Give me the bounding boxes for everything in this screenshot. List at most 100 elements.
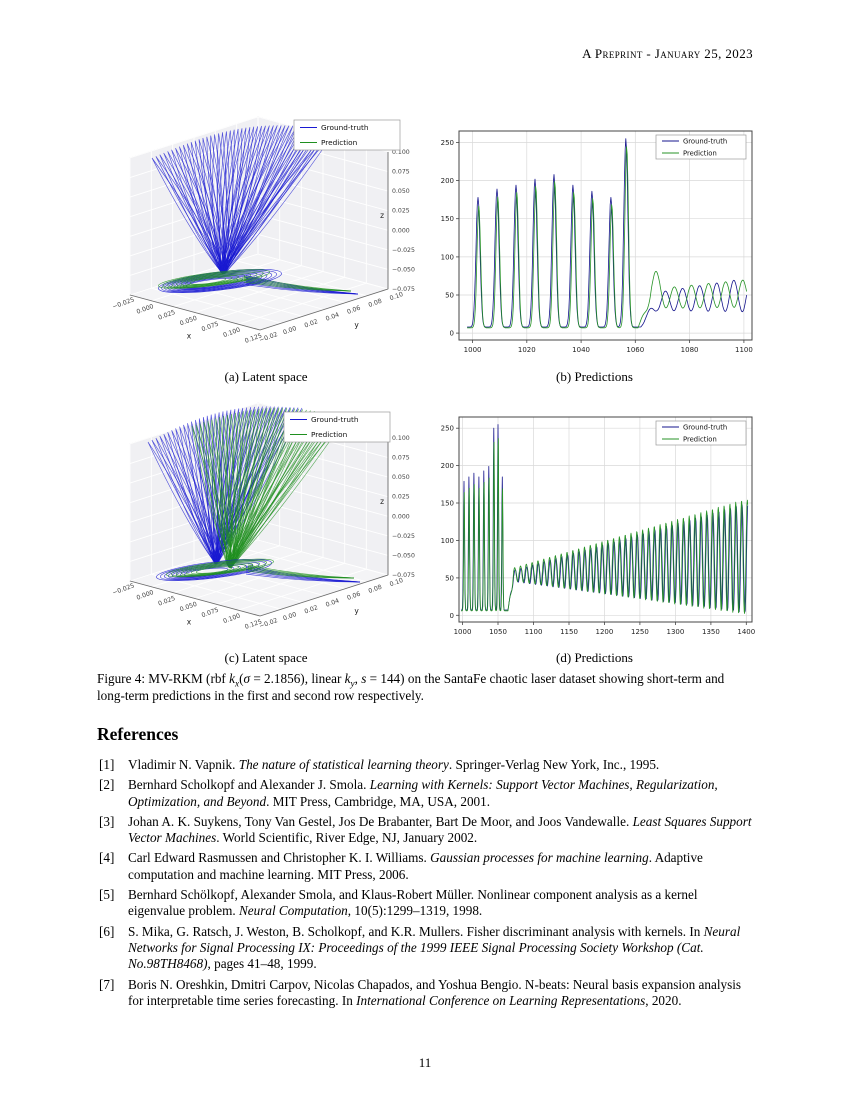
reference-item: [5] Bernhard Schölkopf, Alexander Smola, … — [97, 887, 757, 920]
svg-text:y: y — [354, 320, 359, 329]
svg-text:Ground-truth: Ground-truth — [683, 137, 727, 145]
svg-text:0.000: 0.000 — [136, 303, 155, 316]
svg-text:Ground-truth: Ground-truth — [321, 123, 368, 132]
svg-text:0.075: 0.075 — [392, 169, 410, 176]
svg-text:0.025: 0.025 — [157, 595, 176, 608]
svg-text:−0.025: −0.025 — [392, 247, 415, 254]
svg-text:0.000: 0.000 — [392, 513, 410, 520]
svg-text:150: 150 — [441, 215, 454, 223]
page-number: 11 — [418, 1055, 432, 1070]
reference-item: [7] Boris N. Oreshkin, Dmitri Carpov, Nic… — [97, 977, 757, 1010]
svg-text:0.02: 0.02 — [304, 318, 319, 329]
svg-text:100: 100 — [441, 537, 454, 545]
svg-text:0.100: 0.100 — [392, 149, 410, 156]
reference-text: Boris N. Oreshkin, Dmitri Carpov, Nicola… — [128, 976, 742, 1008]
subcaption-a: (a) Latent space — [224, 369, 308, 384]
svg-text:z: z — [380, 497, 384, 506]
svg-text:0.000: 0.000 — [136, 589, 155, 602]
svg-text:−0.02: −0.02 — [258, 617, 278, 630]
reference-number: [3] — [99, 813, 115, 829]
svg-text:1350: 1350 — [702, 628, 720, 636]
svg-text:200: 200 — [441, 177, 454, 185]
svg-text:1040: 1040 — [572, 346, 590, 354]
reference-item: [1] Vladimir N. Vapnik. The nature of sta… — [97, 757, 757, 773]
subcaption-b: (b) Predictions — [556, 369, 633, 384]
svg-text:Ground-truth: Ground-truth — [311, 415, 358, 424]
svg-text:0: 0 — [450, 330, 454, 338]
svg-text:0.10: 0.10 — [389, 291, 404, 302]
svg-text:0.06: 0.06 — [346, 305, 361, 316]
running-header: A Preprint - January 25, 2023 — [582, 46, 753, 61]
svg-text:1150: 1150 — [560, 628, 578, 636]
svg-text:250: 250 — [441, 425, 454, 433]
svg-text:−0.050: −0.050 — [392, 266, 415, 273]
svg-text:0.050: 0.050 — [179, 315, 198, 328]
svg-text:100: 100 — [441, 253, 454, 261]
predictions-plot-d: 1000 1050 1100 1150 1200 1250 1300 1350 1400 0 50 1… — [432, 412, 757, 642]
svg-text:0.08: 0.08 — [368, 584, 383, 595]
reference-item: [3] Johan A. K. Suykens, Tony Van Gestel,… — [97, 814, 757, 847]
svg-text:0.050: 0.050 — [179, 601, 198, 614]
svg-text:1100: 1100 — [735, 346, 753, 354]
reference-item: [6] S. Mika, G. Ratsch, J. Weston, B. Sch… — [97, 924, 757, 973]
svg-text:1300: 1300 — [666, 628, 684, 636]
svg-text:0.075: 0.075 — [392, 455, 410, 462]
svg-text:0.050: 0.050 — [392, 188, 410, 195]
svg-text:50: 50 — [445, 292, 454, 300]
svg-text:200: 200 — [441, 462, 454, 470]
reference-number: [5] — [99, 887, 115, 903]
svg-text:1100: 1100 — [525, 628, 543, 636]
svg-text:Prediction: Prediction — [311, 430, 347, 439]
subcaption-d: (d) Predictions — [556, 650, 633, 665]
reference-text: Carl Edward Rasmussen and Christopher K.… — [128, 850, 703, 882]
svg-text:0: 0 — [450, 612, 454, 620]
svg-text:0.100: 0.100 — [392, 435, 410, 442]
svg-text:−0.025: −0.025 — [392, 533, 415, 540]
svg-text:0.04: 0.04 — [325, 597, 340, 608]
svg-text:0.10: 0.10 — [389, 577, 404, 588]
svg-text:0.075: 0.075 — [201, 321, 220, 334]
svg-text:1020: 1020 — [518, 346, 536, 354]
reference-text: Bernhard Schölkopf, Alexander Smola, and… — [128, 887, 698, 919]
svg-text:0.100: 0.100 — [222, 326, 241, 339]
svg-text:0.100: 0.100 — [222, 612, 241, 625]
reference-item: [2] Bernhard Scholkopf and Alexander J. S… — [97, 777, 757, 810]
predictions-plot-b: 1000 1020 1040 1060 1080 1100 0 50 100 150 200 250 G… — [432, 126, 757, 360]
svg-text:x: x — [187, 332, 192, 341]
svg-text:1000: 1000 — [464, 346, 482, 354]
svg-text:−0.075: −0.075 — [392, 572, 415, 579]
reference-number: [7] — [99, 976, 115, 992]
figure-caption: Figure 4: MV-RKM (rbf kx(σ = 2.1856), li… — [97, 671, 725, 703]
reference-text: S. Mika, G. Ratsch, J. Weston, B. Scholk… — [128, 923, 741, 972]
svg-text:y: y — [354, 606, 359, 615]
reference-list: [1] Vladimir N. Vapnik. The nature of sta… — [97, 757, 757, 1013]
svg-text:z: z — [380, 211, 384, 220]
svg-text:−0.050: −0.050 — [392, 552, 415, 559]
svg-text:Prediction: Prediction — [321, 138, 357, 147]
reference-number: [4] — [99, 850, 115, 866]
svg-text:0.04: 0.04 — [325, 311, 340, 322]
svg-text:50: 50 — [445, 574, 454, 582]
svg-text:0.06: 0.06 — [346, 591, 361, 602]
reference-text: Bernhard Scholkopf and Alexander J. Smol… — [128, 777, 718, 809]
svg-text:250: 250 — [441, 139, 454, 147]
svg-text:Ground-truth: Ground-truth — [683, 423, 727, 431]
svg-text:1250: 1250 — [631, 628, 649, 636]
reference-text: Vladimir N. Vapnik. The nature of statis… — [128, 757, 660, 772]
reference-text: Johan A. K. Suykens, Tony Van Gestel, Jo… — [128, 813, 752, 846]
reference-item: [4] Carl Edward Rasmussen and Christopher… — [97, 850, 757, 883]
latent-space-plot-a: −0.025 0.000 0.025 0.050 0.075 0.100 0.125 x −0.… — [96, 90, 436, 362]
references-heading: References — [97, 724, 179, 744]
svg-text:0.02: 0.02 — [304, 604, 319, 615]
svg-text:150: 150 — [441, 500, 454, 508]
reference-number: [2] — [99, 777, 115, 793]
svg-text:0.025: 0.025 — [392, 208, 410, 215]
svg-text:0.00: 0.00 — [282, 611, 297, 622]
svg-text:−0.075: −0.075 — [392, 286, 415, 293]
reference-number: [6] — [99, 923, 115, 939]
latent-space-plot-c: −0.025 0.000 0.025 0.050 0.075 0.100 0.125 x −0.… — [96, 376, 436, 648]
svg-text:1050: 1050 — [489, 628, 507, 636]
svg-text:1400: 1400 — [737, 628, 755, 636]
svg-text:1080: 1080 — [681, 346, 699, 354]
